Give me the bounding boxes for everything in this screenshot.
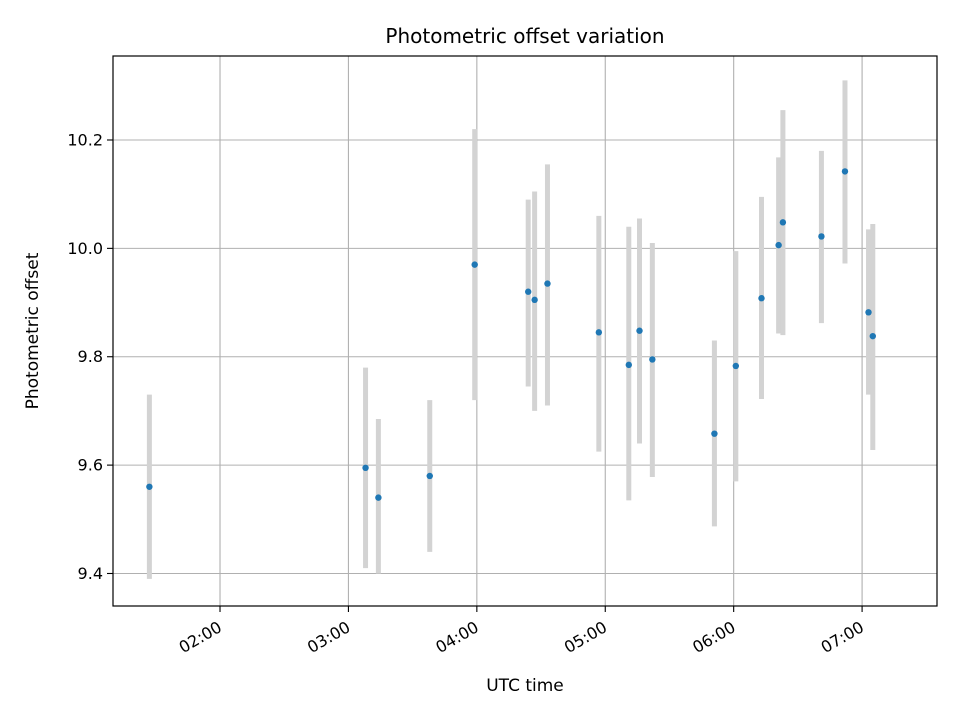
data-point <box>779 219 787 226</box>
data-point <box>595 329 603 336</box>
data-point <box>636 327 643 334</box>
errorbars <box>146 80 876 579</box>
data-point <box>146 483 153 490</box>
x-axis-label: UTC time <box>486 676 564 696</box>
data-point <box>471 261 478 268</box>
x-tick-label: 03:00 <box>304 617 353 657</box>
y-tick-label: 10.2 <box>67 130 103 149</box>
y-axis-label: Photometric offset <box>23 252 43 409</box>
y-tick-label: 9.8 <box>78 347 103 366</box>
data-point <box>732 362 740 370</box>
data-point <box>426 472 433 480</box>
x-tick-label: 02:00 <box>176 617 225 657</box>
data-point <box>818 233 825 240</box>
chart-title: Photometric offset variation <box>385 24 664 48</box>
data-point <box>758 295 765 302</box>
data-point <box>525 288 532 295</box>
data-point <box>841 168 849 175</box>
data-point <box>711 430 718 437</box>
data-points <box>146 168 876 501</box>
y-tick-label: 10.0 <box>67 239 103 258</box>
data-point <box>362 464 369 472</box>
x-tick-label: 07:00 <box>818 617 867 657</box>
grid <box>113 56 937 606</box>
x-tick-label: 06:00 <box>689 617 738 657</box>
data-point <box>869 332 876 340</box>
x-tick-label: 04:00 <box>432 617 481 657</box>
data-point <box>865 309 872 316</box>
x-tick-label: 05:00 <box>561 617 610 657</box>
data-point <box>625 361 633 369</box>
data-point <box>775 241 782 249</box>
y-axis-ticks: 9.4 9.6 9.8 10.0 10.2 <box>67 130 113 583</box>
plot-frame <box>112 55 938 607</box>
y-tick-label: 9.6 <box>78 456 103 475</box>
data-point <box>375 494 382 501</box>
data-point <box>544 280 551 287</box>
data-point <box>531 296 538 304</box>
y-tick-label: 9.4 <box>78 564 103 583</box>
x-axis-ticks: 02:00 03:00 04:00 05:00 06:00 07:00 <box>176 606 867 657</box>
data-point <box>649 356 656 363</box>
